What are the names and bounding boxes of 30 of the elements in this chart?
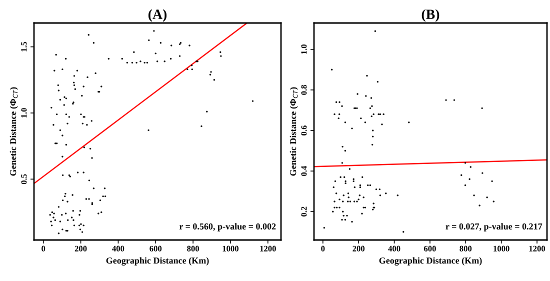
y-tick-label: 0.8 <box>301 84 307 95</box>
x-tick-label: 400 <box>112 246 124 252</box>
y-tick-label: 1.5 <box>21 42 27 52</box>
y-tick-label: 0.4 <box>301 166 307 176</box>
x-tick-label: 600 <box>150 246 162 252</box>
y-axis-title: Genetic Distance (Φ$_{CT}$) <box>290 87 298 176</box>
x-tick-label: 200 <box>74 246 87 252</box>
x-tick-label: 1200 <box>260 246 276 252</box>
x-tick-label: 400 <box>388 246 400 252</box>
x-axis-title: Geographic Distance (Km) <box>379 257 482 266</box>
y-tick-label: 0.6 <box>301 126 307 136</box>
y-tick-label: 1.0 <box>21 108 27 118</box>
y-tick-label: 0.2 <box>301 206 307 216</box>
x-tick-label: 0 <box>42 246 46 252</box>
x-tick-label: 200 <box>352 246 365 252</box>
x-tick-label: 1000 <box>222 246 238 252</box>
chart-title: (B) <box>422 9 440 22</box>
x-tick-label: 800 <box>460 246 472 252</box>
chart-title: (A) <box>148 9 167 22</box>
x-tick-label: 0 <box>321 246 325 252</box>
x-tick-label: 1000 <box>494 246 510 252</box>
y-axis-title: Genetic Distance (Φ$_{CT}$) <box>10 87 18 176</box>
x-axis-title: Geographic Distance (Km) <box>106 257 209 266</box>
annotation: r = 0.560, p-value = 0.002 <box>179 223 276 232</box>
x-tick-label: 800 <box>187 246 199 252</box>
y-tick-label: 1.0 <box>301 44 307 54</box>
y-tick-label: 0.5 <box>21 174 27 184</box>
x-tick-label: 1200 <box>529 246 546 252</box>
annotation: r = 0.027, p-value = 0.217 <box>446 223 542 232</box>
x-tick-label: 600 <box>424 246 436 252</box>
